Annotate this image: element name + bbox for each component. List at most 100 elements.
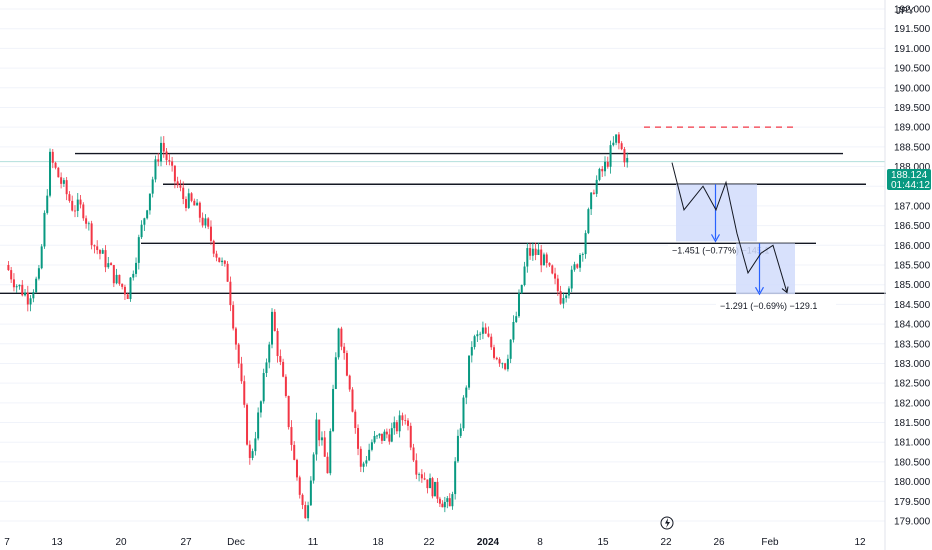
measure-box[interactable] [676,184,757,242]
candle-body [60,177,63,184]
measure-box[interactable] [736,243,795,295]
measure-label: −1.291 (−0.69%) −129.1 [720,301,817,311]
candle-body [551,265,554,274]
x-tick-label: 27 [180,537,192,548]
candle-body [132,273,135,278]
candle-body [57,167,60,178]
candle-body [531,248,534,256]
candle-body [584,233,587,255]
candle-body [82,204,85,219]
candle-body [481,327,484,334]
candle-body [54,162,57,168]
candle-body [112,265,115,284]
candle-body [115,274,118,284]
candle-body [451,494,454,507]
candle-body [298,477,301,495]
candle-body [409,425,412,448]
candle-body [406,420,409,426]
candle-body [395,422,398,432]
candle-body [540,249,543,266]
candle-body [436,481,439,499]
lightning-icon[interactable] [660,516,674,530]
projection-path[interactable] [671,162,788,293]
price-axis[interactable]: JPY 192.000 191.500 191.000 190.500 190.000 1… [884,0,931,550]
candle-body [345,353,348,376]
candle-body [87,223,90,225]
y-tick-label: 186.000 [894,241,931,252]
candle-body [243,381,246,405]
candle-body [240,363,243,382]
candle-body [12,279,15,288]
y-tick-label: 181.000 [894,438,931,449]
x-tick-label: 11 [308,537,319,548]
candle-body [420,474,423,479]
time-axis[interactable]: 7 13 20 27 Dec 11 18 22 2024 8 15 22 26 Feb 12 [4,537,866,548]
candle-body [143,218,146,225]
candle-body [412,447,415,461]
y-tick-label: 188.000 [894,162,931,173]
candle-body [470,347,473,356]
candle-body [293,444,296,460]
candle-body [426,479,429,489]
x-tick-label: 22 [660,537,672,548]
price-tag-price: 188.124 [891,170,928,181]
x-tick-label: 8 [537,537,543,548]
candle-body [462,397,465,429]
candle-body [515,316,518,322]
x-tick-label: 26 [713,537,725,548]
candle-body [315,419,318,455]
y-tick-label: 180.000 [894,477,931,488]
candle-body [490,336,493,348]
candle-body [18,284,21,287]
candle-body [504,363,507,370]
measure-arrowhead [710,234,721,243]
candle-body [26,292,29,305]
candle-body [526,248,529,267]
candle-body [137,237,140,263]
candle-body [179,185,182,188]
candle-body [473,336,476,348]
candle-body [612,142,615,146]
candle-body [579,254,582,268]
candle-body [71,200,74,211]
candle-body [171,161,174,166]
candle-body [509,339,512,359]
candle-body [246,404,249,445]
candle-body [368,449,371,461]
y-tick-label: 179.500 [894,497,931,508]
candle-body [65,180,68,195]
y-tick-label: 190.000 [894,83,931,94]
candle-body [332,388,335,432]
candle-body [157,159,160,162]
candle-body [476,334,479,337]
candle-body [110,263,113,266]
measure-label: −1.451 (−0.77%) −145.1 [672,245,769,255]
x-tick-label: 2024 [477,537,500,548]
candle-body [198,202,201,218]
candle-body [418,474,421,476]
candle-body [512,321,515,340]
x-tick-label: 22 [423,537,435,548]
price-tag-bg [887,169,931,190]
candle-body [284,376,287,396]
candle-body [517,293,520,317]
candle-body [73,210,76,212]
candle-body [329,431,332,474]
candle-body [262,373,265,402]
candle-body [542,254,545,266]
x-tick-label: 7 [4,537,10,548]
candle-body [68,194,71,201]
candle-body [24,292,27,296]
candle-body [218,257,221,263]
candle-body [376,435,378,437]
candle-body [337,328,340,358]
candle-body [29,298,32,305]
horizontal-levels [0,126,886,295]
y-tick-label: 184.500 [894,300,931,311]
candle-body [276,330,279,357]
candle-body [565,295,568,299]
candle-body [431,478,434,497]
y-tick-label: 188.500 [894,142,931,153]
candle-body [383,431,386,441]
